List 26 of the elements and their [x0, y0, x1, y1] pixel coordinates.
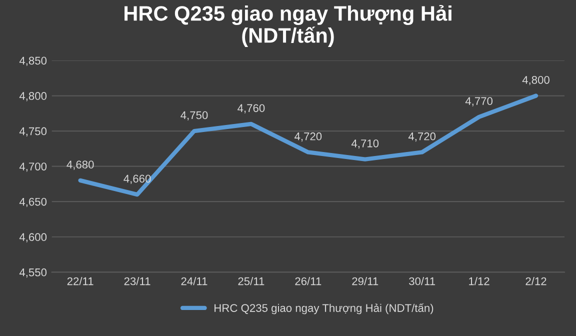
- legend-label: HRC Q235 giao ngay Thượng Hải (NDT/tấn): [214, 303, 434, 314]
- chart-title: HRC Q235 giao ngay Thượng Hải (NDT/tấn): [124, 5, 452, 47]
- y-tick-label: 4,600: [19, 233, 47, 242]
- x-tick-label: 25/11: [238, 277, 264, 286]
- data-label: 4,750: [180, 111, 208, 120]
- data-label: 4,770: [465, 97, 493, 106]
- x-tick-label: 24/11: [181, 277, 208, 286]
- x-tick-label: 26/11: [295, 277, 322, 286]
- x-tick-label: 29/11: [352, 277, 378, 286]
- x-tick-label: 2/12: [526, 277, 546, 286]
- y-tick-label: 4,850: [19, 56, 47, 66]
- y-tick-label: 4,550: [19, 268, 47, 278]
- data-label: 4,680: [66, 160, 94, 170]
- data-label: 4,800: [522, 76, 550, 86]
- y-tick-label: 4,650: [19, 198, 47, 208]
- data-label: 4,720: [294, 132, 322, 142]
- data-label: 4,760: [238, 104, 265, 114]
- x-tick-label: 22/11: [67, 277, 94, 286]
- x-tick-label: 23/11: [124, 277, 150, 286]
- x-tick-label: 30/11: [409, 277, 436, 286]
- y-tick-label: 4,800: [19, 92, 47, 102]
- data-label: 4,720: [408, 132, 436, 142]
- y-tick-label: 4,750: [19, 127, 47, 136]
- x-tick-label: 1/12: [469, 277, 490, 286]
- data-label: 4,710: [351, 139, 379, 149]
- y-tick-label: 4,700: [19, 162, 47, 172]
